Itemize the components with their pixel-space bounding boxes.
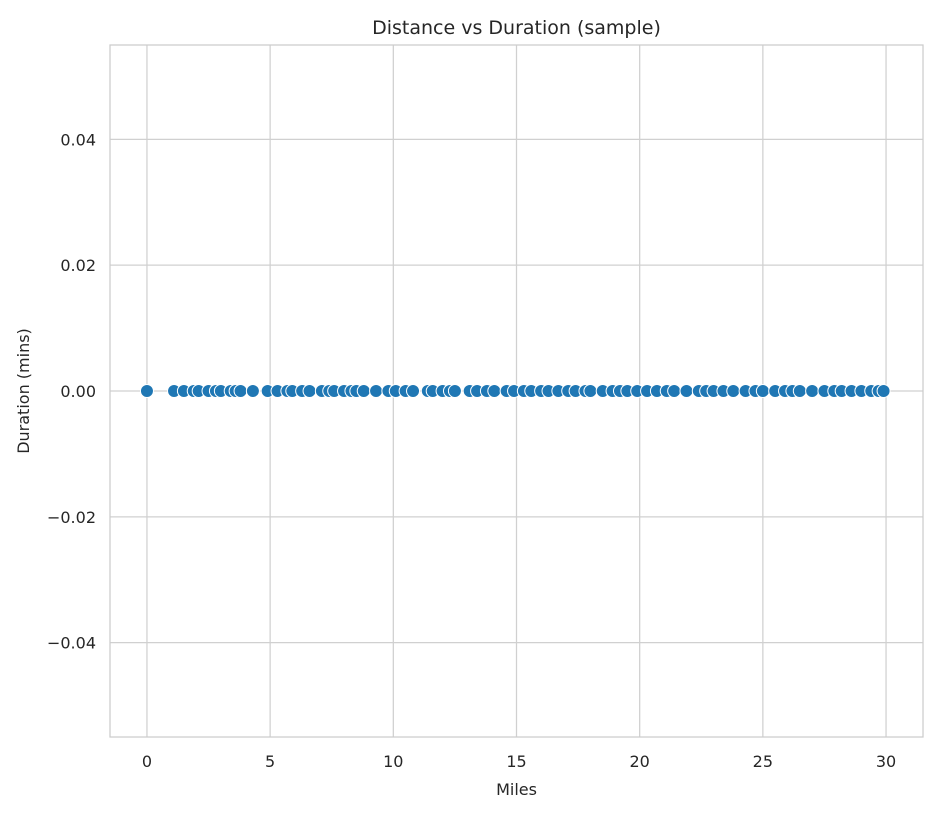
y-tick-label: 0.02 <box>60 256 96 275</box>
x-tick-label: 10 <box>383 752 403 771</box>
x-tick-label: 0 <box>142 752 152 771</box>
y-tick-label: −0.02 <box>47 508 96 527</box>
points-layer <box>139 384 891 398</box>
scatter-point <box>805 384 820 398</box>
x-tick-label: 20 <box>630 752 650 771</box>
y-axis-label: Duration (mins) <box>14 328 33 454</box>
axes-frame <box>109 44 924 738</box>
scatter-point <box>726 384 741 398</box>
scatter-point <box>667 384 682 398</box>
scatter-point <box>245 384 260 398</box>
chart-title: Distance vs Duration (sample) <box>372 17 661 39</box>
scatter-point <box>406 384 421 398</box>
scatter-point <box>233 384 248 398</box>
scatter-point <box>792 384 807 398</box>
x-axis-label: Miles <box>496 780 537 799</box>
scatter-point <box>487 384 502 398</box>
scatter-point <box>583 384 598 398</box>
scatter-point <box>139 384 154 398</box>
y-tick-labels: 0.04 0.02 0.00 −0.02 −0.04 <box>47 130 96 652</box>
scatter-point <box>755 384 770 398</box>
x-tick-label: 15 <box>506 752 526 771</box>
scatter-point <box>876 384 891 398</box>
scatter-point <box>447 384 462 398</box>
scatter-point <box>302 384 317 398</box>
y-tick-label: 0.04 <box>60 130 96 149</box>
x-tick-labels: 0 5 10 15 20 25 30 <box>142 752 896 771</box>
y-tick-label: −0.04 <box>47 634 96 653</box>
x-tick-label: 5 <box>265 752 275 771</box>
scatter-point <box>356 384 371 398</box>
scatter-point <box>369 384 384 398</box>
x-tick-label: 25 <box>753 752 773 771</box>
x-tick-label: 30 <box>876 752 896 771</box>
scatter-point <box>679 384 694 398</box>
y-tick-label: 0.00 <box>60 382 96 401</box>
